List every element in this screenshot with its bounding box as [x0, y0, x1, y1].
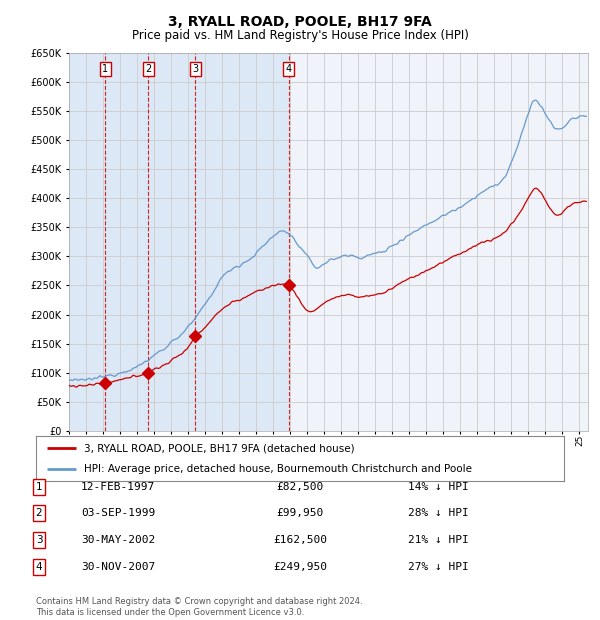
Text: £162,500: £162,500 — [273, 535, 327, 545]
Text: 3, RYALL ROAD, POOLE, BH17 9FA (detached house): 3, RYALL ROAD, POOLE, BH17 9FA (detached… — [83, 443, 354, 453]
Text: 21% ↓ HPI: 21% ↓ HPI — [408, 535, 469, 545]
Text: 2: 2 — [35, 508, 43, 518]
Text: 3: 3 — [35, 535, 43, 545]
Text: 30-MAY-2002: 30-MAY-2002 — [81, 535, 155, 545]
Text: 3: 3 — [192, 64, 198, 74]
Text: 4: 4 — [286, 64, 292, 74]
Text: 3, RYALL ROAD, POOLE, BH17 9FA: 3, RYALL ROAD, POOLE, BH17 9FA — [168, 16, 432, 30]
Text: 27% ↓ HPI: 27% ↓ HPI — [408, 562, 469, 572]
Bar — [69, 53, 289, 431]
Text: Contains HM Land Registry data © Crown copyright and database right 2024.
This d: Contains HM Land Registry data © Crown c… — [36, 598, 362, 617]
Text: 12-FEB-1997: 12-FEB-1997 — [81, 482, 155, 492]
Text: HPI: Average price, detached house, Bournemouth Christchurch and Poole: HPI: Average price, detached house, Bour… — [83, 464, 472, 474]
Text: 28% ↓ HPI: 28% ↓ HPI — [408, 508, 469, 518]
Text: 03-SEP-1999: 03-SEP-1999 — [81, 508, 155, 518]
Text: Price paid vs. HM Land Registry's House Price Index (HPI): Price paid vs. HM Land Registry's House … — [131, 29, 469, 42]
Text: 2: 2 — [145, 64, 152, 74]
Text: 30-NOV-2007: 30-NOV-2007 — [81, 562, 155, 572]
Text: £99,950: £99,950 — [277, 508, 323, 518]
Text: 14% ↓ HPI: 14% ↓ HPI — [408, 482, 469, 492]
Text: £249,950: £249,950 — [273, 562, 327, 572]
Text: 1: 1 — [102, 64, 108, 74]
Text: 4: 4 — [35, 562, 43, 572]
Text: £82,500: £82,500 — [277, 482, 323, 492]
Bar — [289, 53, 588, 431]
Text: 1: 1 — [35, 482, 43, 492]
